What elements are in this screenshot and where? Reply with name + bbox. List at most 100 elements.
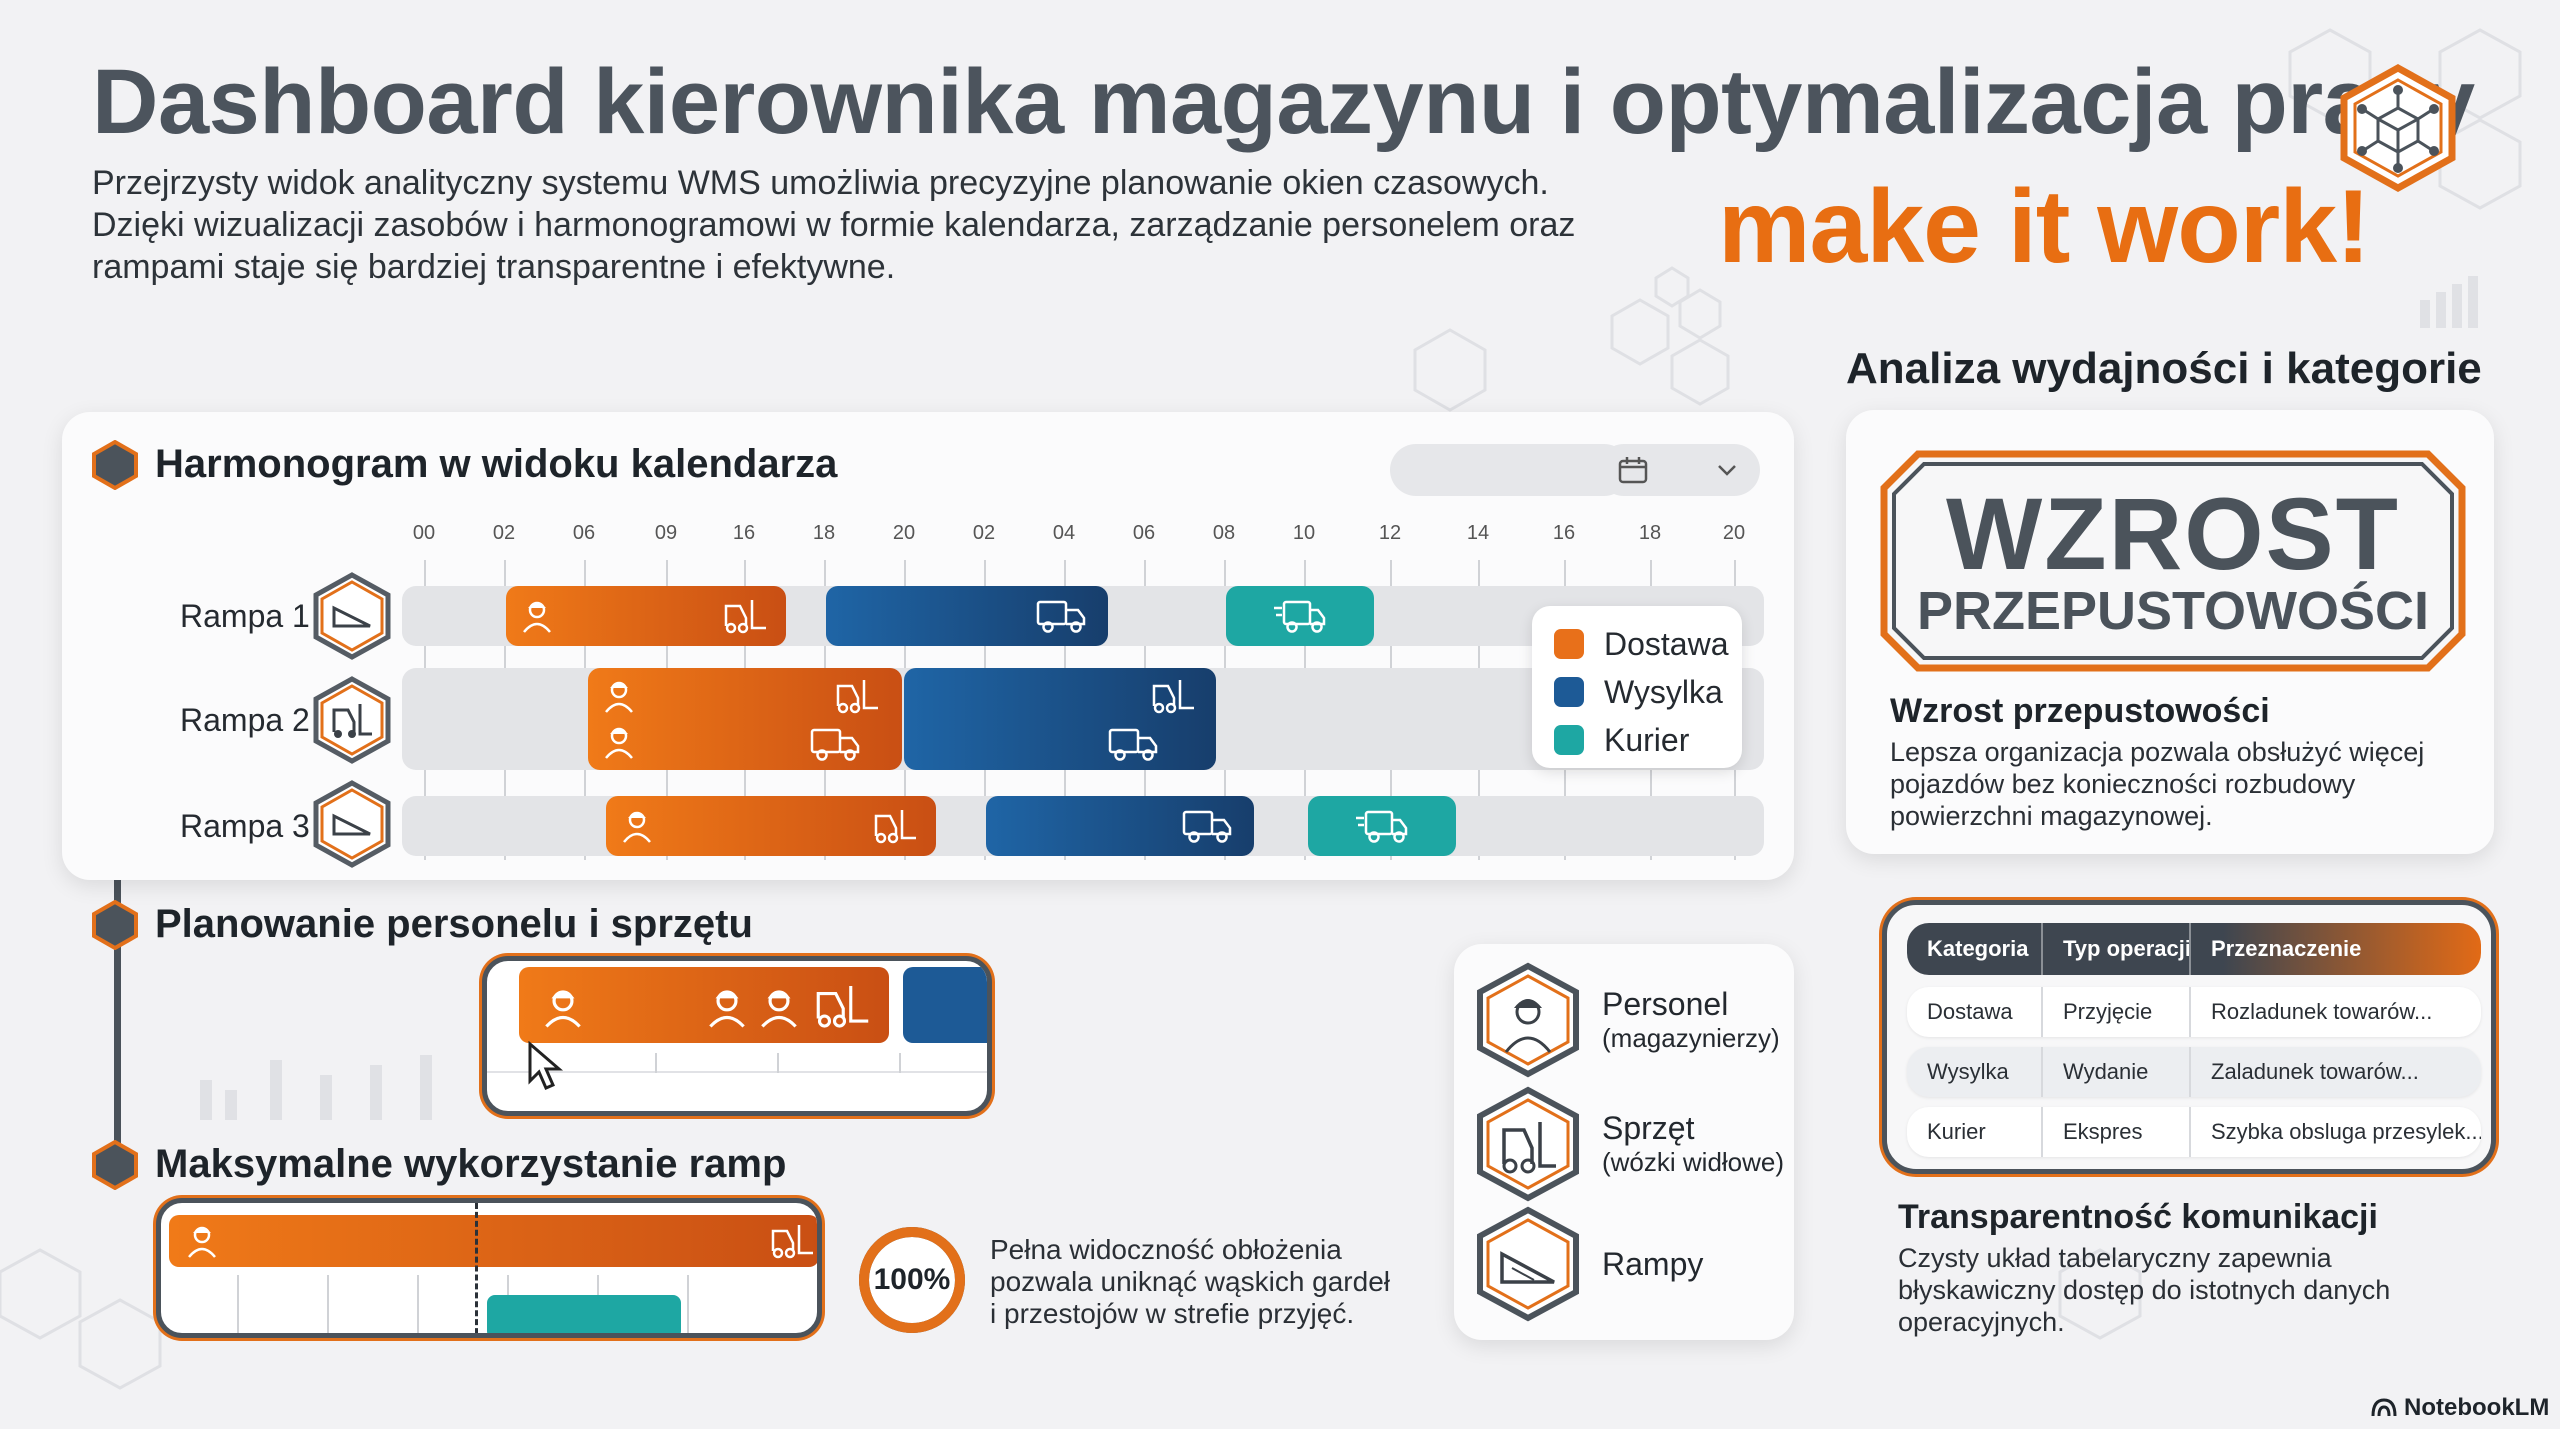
staff-bar[interactable] <box>519 967 889 1043</box>
schedule-bar-dostawa[interactable] <box>588 668 902 770</box>
forklift-icon <box>722 596 768 636</box>
chevron-down-icon <box>1718 465 1736 476</box>
time-tick-label: 08 <box>1212 522 1236 544</box>
truck-icon <box>1182 808 1232 849</box>
worker-icon <box>705 983 749 1034</box>
text-line: i przestojów w strefie przyjęć. <box>990 1298 1355 1329</box>
table-cell: Przyjęcie <box>2043 987 2191 1037</box>
table-row[interactable]: Wysylka Wydanie Zaladunek towarów... <box>1907 1047 2481 1097</box>
text-line: Pełna widoczność obłożenia <box>990 1234 1342 1265</box>
ramp-usage-widget[interactable] <box>156 1198 822 1338</box>
subtitle-line: rampami staje się bardziej transparentne… <box>92 248 896 286</box>
time-tick-label: 14 <box>1466 522 1490 544</box>
page-subtitle: Przejrzysty widok analityczny systemu WM… <box>92 162 1652 288</box>
table-cell: Dostawa <box>1907 987 2043 1037</box>
time-tick-label: 18 <box>1638 522 1662 544</box>
forklift-icon <box>313 676 391 764</box>
cursor-icon <box>528 1041 564 1090</box>
legend-swatch-kurier <box>1554 725 1584 755</box>
legend-label: Kurier <box>1604 721 1690 758</box>
fast-truck-icon <box>1356 808 1408 849</box>
table-cell: Kurier <box>1907 1107 2043 1157</box>
percent-ring <box>859 1227 965 1333</box>
truck-icon <box>810 726 860 767</box>
ramp-label-2: Rampa 2 <box>180 702 310 738</box>
time-tick-label: 16 <box>732 522 756 544</box>
schedule-bar-kurier[interactable] <box>1308 796 1456 856</box>
schedule-bar-wysylka[interactable] <box>904 668 1216 770</box>
table-row[interactable]: Kurier Ekspres Szybka obsluga przesylek.… <box>1907 1107 2481 1157</box>
growth-heading: Wzrost przepustowości <box>1890 692 2270 730</box>
resource-title: Sprzęt <box>1602 1110 1695 1146</box>
schedule-bar-kurier[interactable] <box>1226 586 1374 646</box>
staff-planner-widget[interactable] <box>482 956 992 1116</box>
time-tick-label: 20 <box>1722 522 1746 544</box>
schedule-bar-wysylka[interactable] <box>826 586 1108 646</box>
resource-rampy: Rampy <box>1474 1206 1703 1322</box>
time-tick-label: 09 <box>654 522 678 544</box>
legend-swatch-dostawa <box>1554 629 1584 659</box>
table-row[interactable]: Dostawa Przyjęcie Rozladunek towarów... <box>1907 987 2481 1037</box>
time-tick-label: 16 <box>1552 522 1576 544</box>
slogan: make it work! <box>1718 169 2371 285</box>
ramp-icon <box>1477 1206 1579 1322</box>
ramps-max-title: Maksymalne wykorzystanie ramp <box>155 1142 787 1186</box>
time-tick-label: 18 <box>812 522 836 544</box>
calendar-legend: Dostawa Wysylka Kurier <box>1532 606 1742 768</box>
table-cell: Ekspres <box>2043 1107 2191 1157</box>
text-line: operacyjnych. <box>1898 1307 2065 1337</box>
time-tick-label: 20 <box>892 522 916 544</box>
table-cell: Wydanie <box>2043 1047 2191 1097</box>
analysis-title: Analiza wydajności i kategorie <box>1846 344 2482 393</box>
table-cell: Rozladunek towarów... <box>2211 999 2433 1024</box>
worker-icon <box>757 983 801 1034</box>
schedule-bar-wysylka[interactable] <box>986 796 1254 856</box>
legend-item: Dostawa <box>1554 620 1742 668</box>
section-marker-icon <box>92 1140 138 1190</box>
ramp-label-1: Rampa 1 <box>180 598 310 634</box>
subtitle-line: Przejrzysty widok analityczny systemu WM… <box>92 164 1549 202</box>
worker-icon <box>541 983 585 1034</box>
transparency-text: Czysty układ tabelaryczny zapewnia błysk… <box>1898 1242 2390 1338</box>
worker-icon <box>1477 962 1579 1078</box>
text-line: pojazdów bez konieczności rozbudowy <box>1890 769 2356 799</box>
time-tick-label: 00 <box>412 522 436 544</box>
truck-icon <box>1108 726 1158 767</box>
staff-grid <box>487 1053 987 1073</box>
table-header-cell: Kategoria <box>1907 923 2043 975</box>
calendar-icon <box>1618 457 1648 484</box>
time-tick-label: 02 <box>492 522 516 544</box>
schedule-bar-dostawa[interactable] <box>606 796 936 856</box>
staff-title: Planowanie personelu i sprzętu <box>155 902 753 946</box>
growth-text: Lepsza organizacja pozwala obsłużyć więc… <box>1890 736 2424 832</box>
calendar-title: Harmonogram w widoku kalendarza <box>155 442 838 486</box>
time-tick-label: 12 <box>1378 522 1402 544</box>
subtitle-line: Dzięki wizualizacji zasobów i harmonogra… <box>92 206 1576 244</box>
legend-item: Wysylka <box>1554 668 1742 716</box>
staff-bar-next[interactable] <box>903 967 987 1043</box>
schedule-bar-dostawa[interactable] <box>506 586 786 646</box>
forklift-icon <box>834 676 880 721</box>
date-range-field[interactable] <box>1390 444 1630 496</box>
badge-big-text: WZROST <box>1946 477 2400 591</box>
ramp-usage-bar[interactable] <box>169 1215 817 1267</box>
current-time-marker <box>475 1203 478 1333</box>
time-tick-label: 06 <box>1132 522 1156 544</box>
transparency-heading: Transparentność komunikacji <box>1898 1198 2378 1236</box>
ramp-usage-bar-kurier[interactable] <box>487 1295 681 1333</box>
forklift-icon <box>1150 676 1196 721</box>
footer-brand: NotebookLM <box>2404 1394 2550 1421</box>
badge-sub-text: PRZEPUSTOWOŚCI <box>1916 581 2430 641</box>
resource-sub: (magazynierzy) <box>1602 1023 1780 1053</box>
section-marker-icon <box>92 440 138 490</box>
worker-icon <box>602 678 636 719</box>
worker-icon <box>185 1223 219 1264</box>
text-line: powierzchni magazynowej. <box>1890 801 2213 831</box>
percent-label: 100% <box>873 1263 951 1296</box>
time-tick-label: 06 <box>572 522 596 544</box>
worker-icon <box>620 808 654 849</box>
calendar-dropdown[interactable] <box>1598 444 1760 496</box>
resource-sub: (wózki widłowe) <box>1602 1147 1785 1177</box>
table-cell: Zaladunek towarów... <box>2211 1059 2419 1084</box>
